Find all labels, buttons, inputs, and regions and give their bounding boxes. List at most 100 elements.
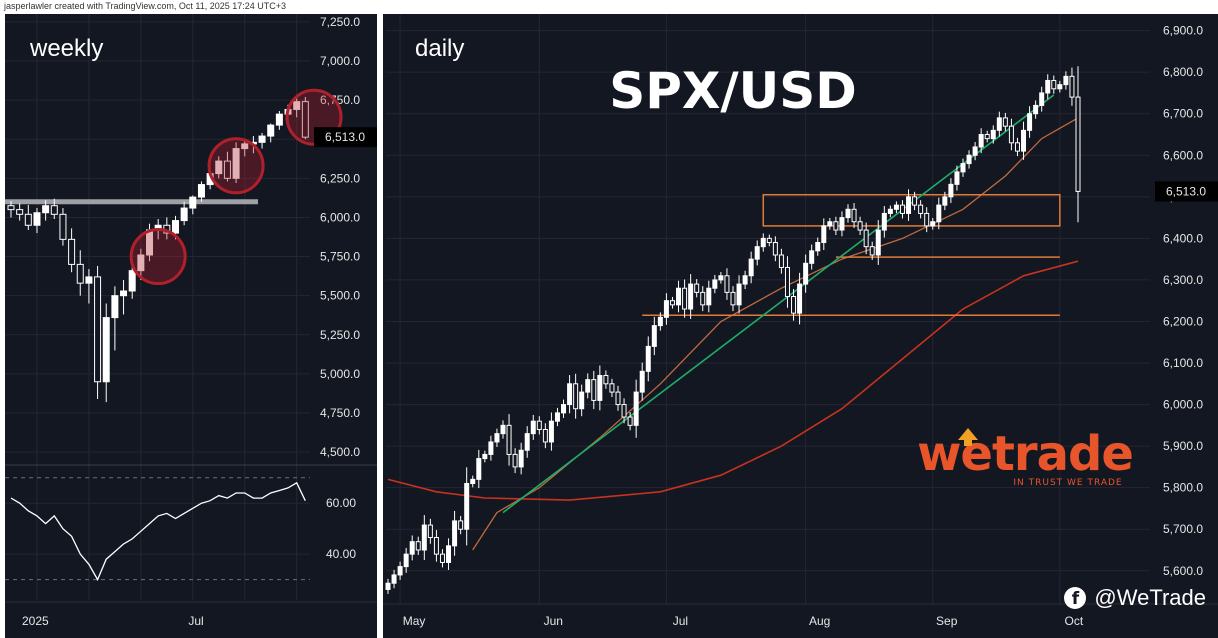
- daily-candle: [821, 218, 827, 250]
- daily-candle: [452, 510, 458, 556]
- daily-candle: [893, 201, 899, 214]
- daily-candle: [385, 578, 391, 594]
- weekly-rsi-y-tick-label: 60.00: [326, 496, 356, 510]
- daily-candle-body: [433, 537, 439, 555]
- daily-candle-body: [403, 553, 409, 568]
- weekly-candle: [197, 181, 205, 202]
- daily-candle-body: [1033, 104, 1039, 115]
- daily-candle-body: [561, 404, 567, 414]
- daily-candle-body: [494, 433, 500, 443]
- daily-candle: [591, 370, 597, 410]
- weekly-candle-body: [232, 148, 240, 179]
- daily-candle: [742, 270, 748, 290]
- weekly-y-tick-label: 7,250.0: [320, 15, 360, 29]
- daily-candle: [1021, 121, 1027, 160]
- daily-candle-body: [397, 566, 403, 576]
- daily-candle: [1002, 112, 1008, 132]
- weekly-candle-body: [180, 207, 188, 222]
- daily-candle-body: [936, 204, 942, 223]
- wetrade-logo-arrow: [958, 428, 978, 446]
- weekly-candle-body: [68, 238, 76, 265]
- weekly-candle: [180, 201, 188, 226]
- daily-candle-body: [990, 129, 996, 140]
- daily-candle: [542, 423, 548, 449]
- daily-candle-body: [1027, 113, 1033, 131]
- weekly-candle: [7, 201, 15, 218]
- daily-candle-body: [446, 545, 452, 563]
- daily-candle: [760, 233, 766, 252]
- daily-candle: [633, 379, 639, 438]
- daily-candle: [887, 205, 893, 218]
- weekly-candle-body: [24, 213, 32, 226]
- daily-candle: [1033, 100, 1039, 119]
- daily-candle-body: [694, 283, 700, 293]
- daily-candle-body: [591, 379, 597, 401]
- weekly-candle: [16, 203, 24, 221]
- daily-candle-body: [530, 420, 536, 435]
- daily-candle: [397, 561, 403, 580]
- daily-candle-body: [639, 370, 645, 393]
- weekly-candle: [241, 139, 249, 157]
- chart-credit: jasperlawler created with TradingView.co…: [4, 1, 287, 11]
- daily-candle: [712, 274, 718, 294]
- daily-candle: [791, 289, 797, 321]
- weekly-candle: [258, 132, 266, 149]
- daily-fast-moving-average: [472, 117, 1079, 551]
- daily-candle-body: [778, 254, 784, 268]
- social-handle[interactable]: f @WeTrade: [1064, 583, 1206, 613]
- weekly-y-tick-label: 5,000.0: [320, 367, 360, 381]
- daily-candle-body: [845, 208, 851, 219]
- daily-candle-body: [742, 275, 748, 285]
- daily-candle-body: [748, 258, 754, 277]
- daily-candle-body: [809, 250, 815, 264]
- daily-candle-body: [669, 300, 675, 306]
- daily-candle: [815, 237, 821, 256]
- daily-candle-body: [682, 287, 688, 310]
- facebook-icon: f: [1064, 587, 1087, 609]
- daily-candle: [609, 378, 615, 398]
- daily-candle: [506, 414, 512, 466]
- daily-candle-body: [585, 379, 591, 393]
- daily-candle-body: [470, 478, 476, 485]
- daily-candle-body: [960, 163, 966, 173]
- weekly-candle: [137, 248, 145, 281]
- daily-candle: [1014, 137, 1020, 157]
- weekly-candle: [267, 123, 275, 143]
- daily-candle: [391, 569, 397, 589]
- daily-candle-body: [996, 117, 1002, 131]
- weekly-candle-body: [102, 317, 110, 383]
- daily-candle: [579, 384, 585, 417]
- daily-candle: [488, 435, 494, 461]
- daily-candle: [996, 111, 1002, 137]
- daily-candle: [990, 125, 996, 144]
- daily-candle: [694, 279, 700, 298]
- daily-candle-body: [754, 246, 760, 260]
- daily-candle-body: [603, 374, 609, 385]
- daily-candle-body: [506, 424, 512, 455]
- weekly-highlight-circle: [129, 228, 187, 286]
- daily-candle-body: [712, 279, 718, 289]
- daily-candle-body: [1008, 125, 1014, 144]
- daily-candle: [754, 240, 760, 266]
- daily-candle: [827, 218, 833, 230]
- daily-candle: [972, 141, 978, 161]
- daily-candle-body: [954, 171, 960, 185]
- daily-candle-body: [464, 483, 470, 530]
- daily-grid: [386, 14, 1150, 604]
- daily-candle-body: [1069, 75, 1075, 98]
- weekly-y-tick-label: 4,500.0: [320, 445, 360, 459]
- weekly-candle-body: [42, 205, 50, 214]
- daily-candle-body: [1075, 96, 1081, 192]
- daily-x-tick-label: Jun: [544, 614, 563, 628]
- daily-y-tick-label: 5,800.0: [1163, 481, 1203, 495]
- daily-candle: [470, 475, 476, 488]
- daily-candle-body: [1039, 92, 1045, 106]
- weekly-panel-background: [5, 14, 377, 638]
- daily-candle-body: [500, 424, 506, 435]
- weekly-y-tick-label: 4,750.0: [320, 406, 360, 420]
- daily-candle-body: [857, 221, 863, 231]
- daily-candle: [778, 248, 784, 274]
- daily-y-tick-label: 5,700.0: [1163, 522, 1203, 536]
- weekly-candle-body: [137, 254, 145, 272]
- daily-slow-moving-average: [387, 260, 1079, 501]
